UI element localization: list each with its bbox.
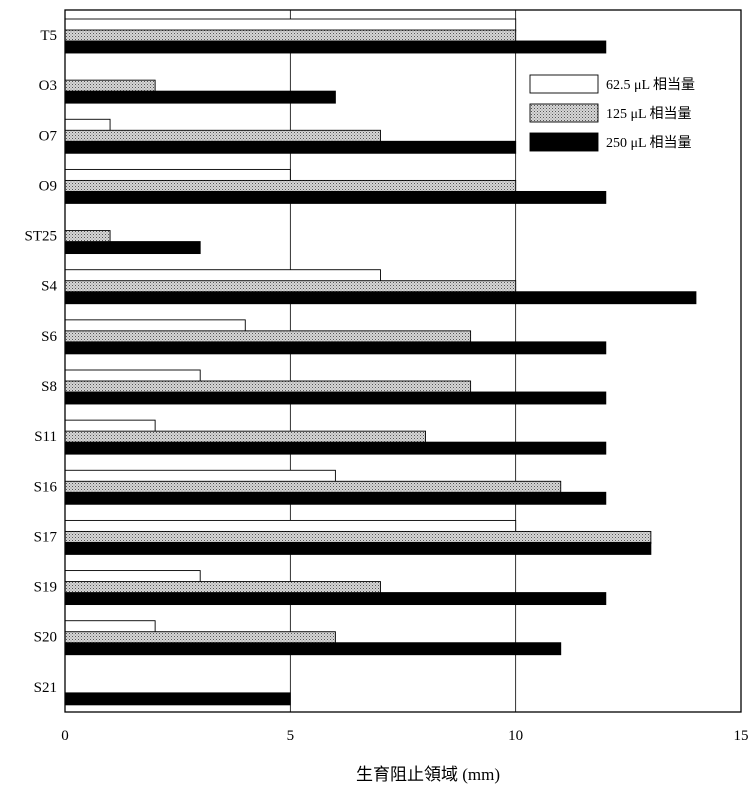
bar-S4-series-3 <box>64 291 697 305</box>
bar-O3-series-2 <box>64 79 156 93</box>
legend-label-1: 62.5 μL 相当量 <box>606 77 695 93</box>
bar-O9-series-2 <box>64 179 517 193</box>
y-tick-label: S21 <box>34 680 57 696</box>
legend-swatch-2 <box>529 103 599 123</box>
bar-S17-series-3 <box>64 541 652 555</box>
x-tick-label: 15 <box>734 728 749 744</box>
bar-S19-series-2 <box>64 581 381 595</box>
y-tick-label: S4 <box>41 279 57 295</box>
bar-O7-series-2 <box>64 129 381 143</box>
legend: 62.5 μL 相当量 125 μL 相当量 250 μL 相当量 <box>529 74 695 152</box>
bar-S11-series-3 <box>64 441 607 455</box>
y-tick-label: ST25 <box>24 229 57 245</box>
bar-S17-series-1 <box>64 519 517 533</box>
y-tick-label: O7 <box>39 128 58 144</box>
bar-S8-series-1 <box>64 369 201 383</box>
bar-S19-series-1 <box>64 570 201 584</box>
bar-S20-series-2 <box>64 631 336 645</box>
y-tick-label: S20 <box>34 630 57 646</box>
y-tick-label: S6 <box>41 329 57 345</box>
bar-S11-series-2 <box>64 430 426 444</box>
y-tick-label: O3 <box>39 78 57 94</box>
legend-swatch-3 <box>529 132 599 152</box>
bar-O9-series-1 <box>64 168 291 182</box>
y-tick-label: S11 <box>34 429 57 445</box>
legend-swatch-1 <box>529 74 599 94</box>
bar-S8-series-3 <box>64 391 607 405</box>
y-tick-label: S19 <box>34 580 57 596</box>
bar-S20-series-1 <box>64 620 156 634</box>
bar-O3-series-3 <box>64 90 336 104</box>
bar-S21-series-3 <box>64 692 291 706</box>
bar-S6-series-3 <box>64 341 607 355</box>
bar-T5-series-3 <box>64 40 607 54</box>
bar-O7-series-3 <box>64 140 517 154</box>
legend-label-3: 250 μL 相当量 <box>606 135 692 151</box>
bar-O7-series-1 <box>64 118 111 132</box>
bar-S11-series-1 <box>64 419 156 433</box>
bar-ST25-series-2 <box>64 230 111 244</box>
bar-O9-series-3 <box>64 190 607 204</box>
bar-S8-series-2 <box>64 380 472 394</box>
bar-S16-series-1 <box>64 469 336 483</box>
y-tick-label: S8 <box>41 379 57 395</box>
bar-S6-series-2 <box>64 330 472 344</box>
x-tick-label: 10 <box>508 728 523 744</box>
bar-T5-series-1 <box>64 18 517 32</box>
x-tick-label: 0 <box>61 728 69 744</box>
bar-S20-series-3 <box>64 642 562 656</box>
bar-S16-series-3 <box>64 491 607 505</box>
x-tick-label: 5 <box>287 728 295 744</box>
bar-T5-series-2 <box>64 29 517 43</box>
bar-S4-series-2 <box>64 280 517 294</box>
y-tick-label: O9 <box>39 178 57 194</box>
bar-S6-series-1 <box>64 319 246 333</box>
legend-label-2: 125 μL 相当量 <box>606 106 692 122</box>
y-tick-label: S17 <box>34 529 58 545</box>
bar-S16-series-2 <box>64 480 562 494</box>
bar-S19-series-3 <box>64 592 607 606</box>
y-tick-label: T5 <box>40 28 57 44</box>
bar-S17-series-2 <box>64 530 652 544</box>
bar-S4-series-1 <box>64 269 381 283</box>
x-axis-label: 生育阻止領域 (mm) <box>356 765 500 784</box>
y-tick-label: S16 <box>34 479 58 495</box>
plot-frame <box>64 9 742 713</box>
bar-ST25-series-3 <box>64 241 201 255</box>
